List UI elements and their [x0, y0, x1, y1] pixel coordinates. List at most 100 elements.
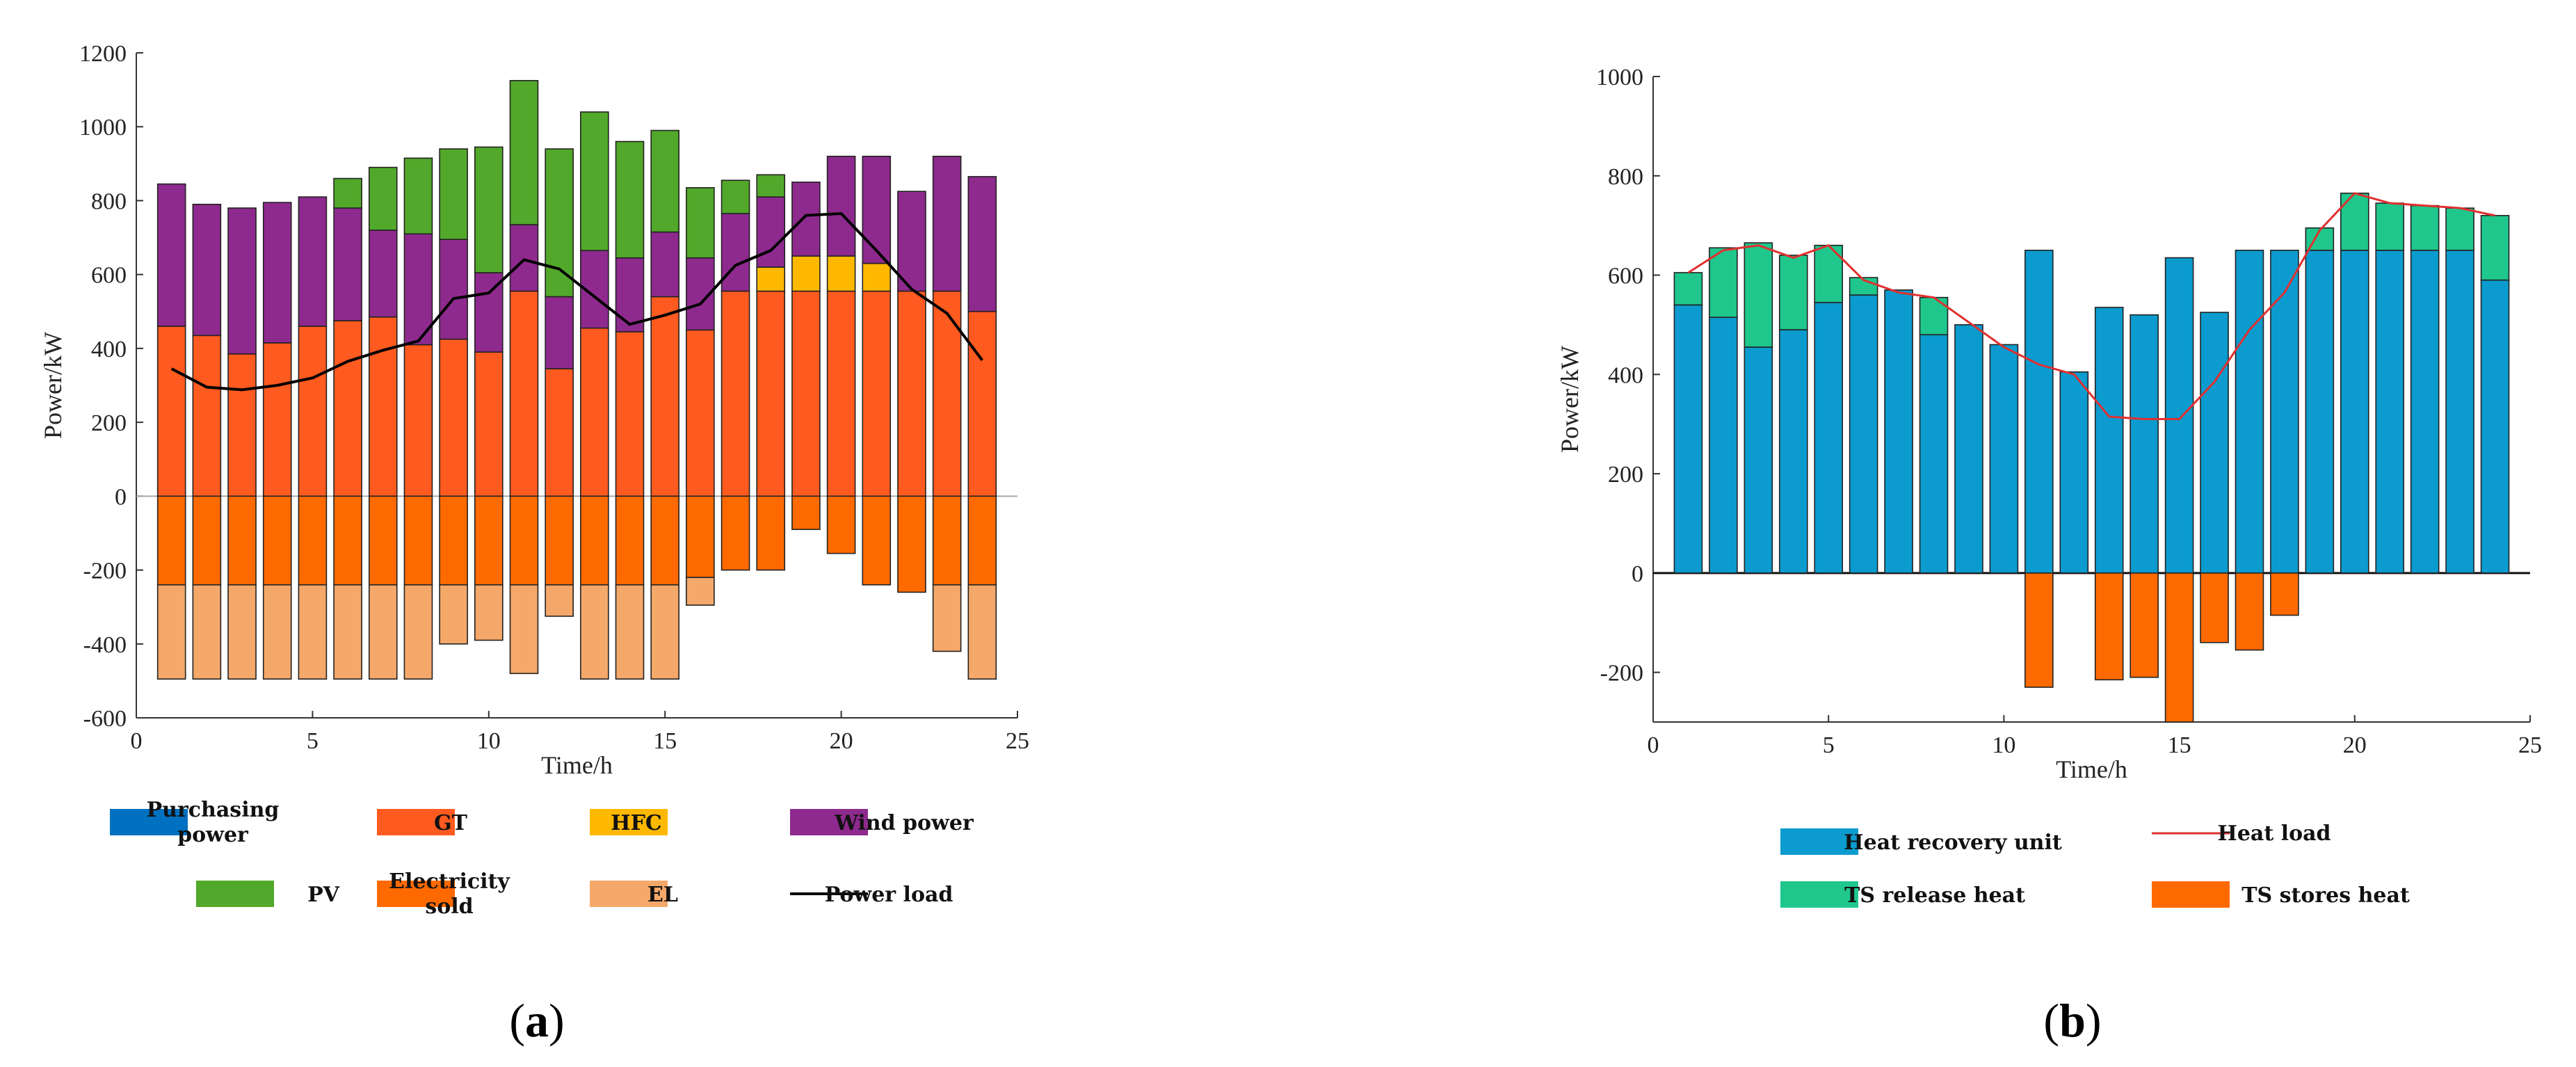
- a-bar-gt: [439, 338, 468, 497]
- a-y-tick-label: -600: [83, 706, 127, 732]
- a-x-axis-label: Time/h: [541, 751, 613, 779]
- b-bar-ts-stores-heat: [2235, 572, 2264, 651]
- a-bar-el: [192, 584, 222, 680]
- b-x-tick-label: 10: [1992, 732, 2015, 758]
- a-bar-gt: [756, 290, 786, 497]
- caption-b-open: (: [2043, 994, 2059, 1047]
- a-y-tick-label: 400: [91, 337, 127, 362]
- b-bar-ts-release-heat: [1673, 272, 1703, 306]
- b-x-tick-label: 20: [2343, 732, 2367, 758]
- a-bar-pv: [615, 141, 645, 259]
- a-bar-electricity-sold: [298, 495, 328, 586]
- b-bar-heat-recovery-unit: [1814, 301, 1843, 574]
- legend-b-label-heat-recovery-unit: Heat recovery unit: [1844, 831, 2062, 855]
- a-bar-gt: [897, 290, 926, 497]
- a-bar-electricity-sold: [368, 495, 398, 586]
- a-bar-electricity-sold: [403, 495, 433, 586]
- legend-b-label-ts-stores-heat: TS stores heat: [2241, 883, 2410, 908]
- b-y-tick-label: -200: [1600, 661, 1643, 687]
- a-bar-el: [650, 584, 680, 680]
- a-bar-electricity-sold: [932, 495, 962, 586]
- a-y-tick-label: 1200: [79, 41, 127, 67]
- a-bar-gt: [368, 316, 398, 497]
- a-bar-gt: [262, 342, 292, 497]
- a-bar-pv: [580, 111, 609, 251]
- a-x-tick-label: 5: [307, 728, 319, 754]
- a-bar-electricity-sold: [509, 495, 539, 586]
- b-bar-ts-release-heat: [1744, 242, 1773, 348]
- a-x-tick-label: 0: [131, 728, 143, 754]
- a-line-power-load: [170, 211, 983, 392]
- a-bar-gt: [650, 296, 680, 497]
- a-bar-pv: [756, 174, 786, 198]
- a-bar-gt: [403, 344, 433, 497]
- b-bar-ts-release-heat: [2480, 215, 2510, 281]
- a-bar-el: [156, 584, 186, 680]
- b-bar-heat-recovery-unit: [2059, 371, 2089, 574]
- a-y-tick-label: -200: [83, 559, 127, 584]
- legend-a-swatch-pv: [196, 881, 274, 907]
- a-y-tick-label: 600: [91, 263, 127, 289]
- a-bar-pv: [439, 148, 468, 241]
- a-bar-pv: [721, 179, 750, 214]
- a-bar-el: [545, 584, 574, 617]
- caption-a-letter: a: [525, 994, 549, 1047]
- b-bar-heat-recovery-unit: [2270, 250, 2299, 574]
- a-bar-wind-power: [509, 224, 539, 292]
- a-y-axis-label: Power/kW: [39, 332, 67, 439]
- a-bar-wind-power: [333, 207, 362, 321]
- a-bar-pv: [686, 187, 715, 259]
- caption-b-letter: b: [2059, 994, 2086, 1047]
- a-bar-gt: [333, 320, 362, 497]
- b-bar-heat-recovery-unit: [1778, 329, 1808, 574]
- legend-a-label-purchasing-line2: power: [177, 823, 249, 847]
- legend-a-label-pv: PV: [307, 883, 340, 907]
- a-bar-gt: [298, 326, 328, 497]
- a-bar-pv: [545, 148, 574, 298]
- a-bar-electricity-sold: [650, 495, 680, 586]
- b-y-axis-label: Power/kW: [1556, 346, 1584, 453]
- b-bar-ts-stores-heat: [2270, 572, 2299, 616]
- b-bar-heat-recovery-unit: [2305, 250, 2335, 574]
- b-bar-heat-recovery-unit: [1919, 334, 1949, 574]
- a-bar-gt: [545, 368, 574, 497]
- legend-a-label-power-load: Power load: [825, 883, 953, 907]
- a-bar-wind-power: [262, 202, 292, 344]
- legend-a-label-el: EL: [647, 883, 678, 907]
- a-bar-wind-power: [826, 155, 856, 257]
- a-x-tick-label: 15: [653, 728, 677, 754]
- a-bar-wind-power: [862, 155, 892, 264]
- b-bar-ts-stores-heat: [2200, 572, 2229, 643]
- b-bar-ts-release-heat: [1919, 296, 1949, 335]
- caption-a: (a): [509, 994, 564, 1047]
- a-bar-electricity-sold: [756, 495, 786, 571]
- a-bar-el: [967, 584, 997, 680]
- b-x-axis-label: Time/h: [2056, 755, 2127, 783]
- a-bar-pv: [403, 157, 433, 235]
- a-bar-el: [474, 584, 504, 641]
- a-bar-electricity-sold: [862, 495, 892, 586]
- b-bar-ts-release-heat: [2305, 227, 2335, 251]
- a-bar-gt: [791, 290, 821, 497]
- b-bar-heat-recovery-unit: [2410, 250, 2440, 574]
- b-bar-ts-stores-heat: [2024, 572, 2054, 688]
- a-bar-el: [509, 584, 539, 675]
- b-bar-ts-release-heat: [1709, 247, 1738, 319]
- b-bar-heat-recovery-unit: [1709, 316, 1738, 574]
- a-bar-electricity-sold: [721, 495, 750, 571]
- legend-a-label-gt: GT: [434, 811, 468, 835]
- a-bar-electricity-sold: [686, 495, 715, 578]
- a-bar-gt: [967, 310, 997, 497]
- a-bar-gt: [932, 290, 962, 497]
- a-bar-wind-power: [615, 257, 645, 332]
- a-y-tick-label: -400: [83, 632, 127, 658]
- a-bar-gt: [227, 353, 257, 497]
- a-bar-wind-power: [650, 231, 680, 298]
- a-y-tick-label: 800: [91, 188, 127, 214]
- a-bar-electricity-sold: [897, 495, 926, 593]
- a-x-tick-label: 20: [830, 728, 853, 754]
- a-bar-electricity-sold: [580, 495, 609, 586]
- b-bar-heat-recovery-unit: [2164, 257, 2194, 574]
- a-bar-pv: [368, 166, 398, 231]
